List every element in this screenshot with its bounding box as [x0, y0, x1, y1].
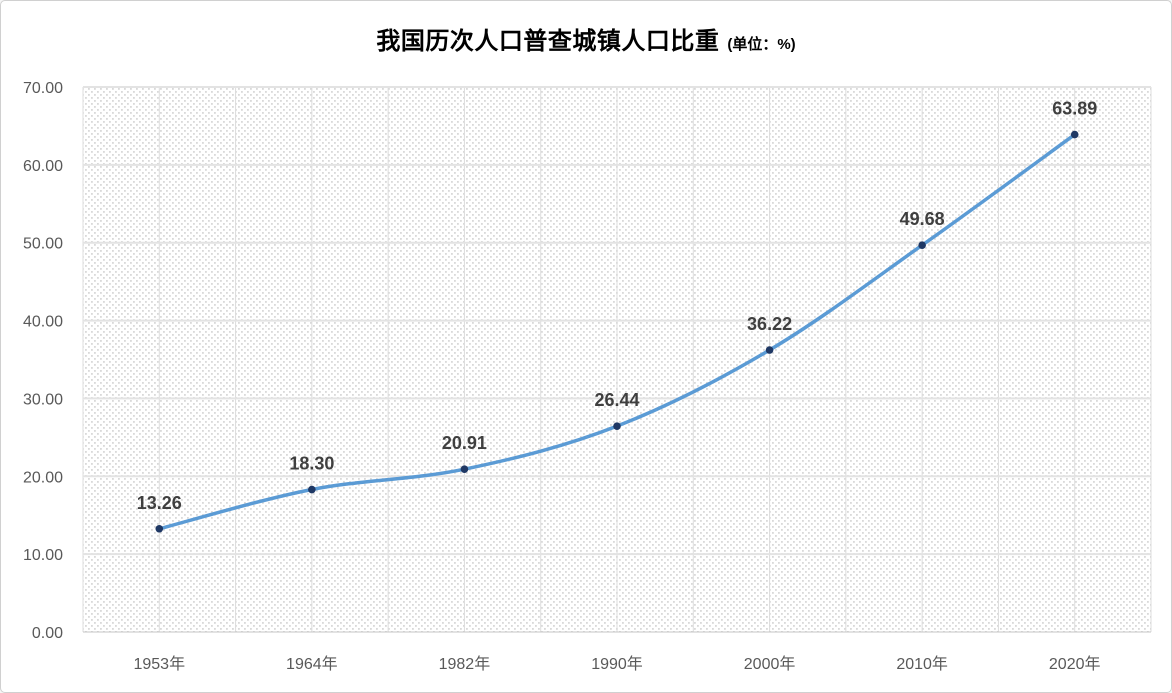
- data-point-marker: [308, 485, 316, 494]
- y-axis-tick-label: 10.00: [23, 547, 63, 564]
- chart-title-unit: (单位：%): [727, 36, 796, 53]
- x-axis-tick-label: 2010年: [896, 655, 948, 673]
- x-axis-tick-label: 1982年: [439, 655, 491, 673]
- data-point-label: 13.26: [137, 493, 182, 513]
- x-axis-tick-label: 2000年: [744, 655, 796, 673]
- data-point-label: 63.89: [1052, 99, 1097, 119]
- data-point-label: 18.30: [289, 454, 334, 474]
- data-point-label: 26.44: [594, 390, 639, 410]
- data-point-label: 36.22: [747, 314, 792, 334]
- x-axis-tick-label: 2020年: [1049, 655, 1101, 673]
- data-point-marker: [460, 465, 469, 474]
- y-axis-tick-label: 60.00: [23, 158, 63, 175]
- chart-title-row: 我国历次人口普查城镇人口比重 (单位：%): [1, 21, 1171, 56]
- data-point-marker: [155, 524, 164, 533]
- chart-title: 我国历次人口普查城镇人口比重: [376, 28, 720, 55]
- data-point-label: 20.91: [442, 433, 487, 453]
- data-point-marker: [613, 422, 621, 430]
- data-point-marker: [1070, 130, 1079, 139]
- y-axis-tick-label: 40.00: [23, 314, 63, 331]
- data-point-label: 49.68: [900, 209, 945, 229]
- y-axis-tick-label: 20.00: [23, 469, 63, 486]
- y-axis-tick-label: 0.00: [32, 625, 63, 642]
- x-axis-tick-label: 1964年: [286, 655, 338, 673]
- y-axis-tick-label: 30.00: [23, 391, 63, 408]
- data-point-marker: [765, 346, 774, 354]
- x-axis-tick-label: 1990年: [591, 655, 643, 673]
- data-point-marker: [918, 241, 926, 250]
- y-axis-tick-label: 50.00: [23, 236, 63, 253]
- y-axis-tick-label: 70.00: [23, 80, 63, 97]
- x-axis-tick-label: 1953年: [133, 655, 185, 673]
